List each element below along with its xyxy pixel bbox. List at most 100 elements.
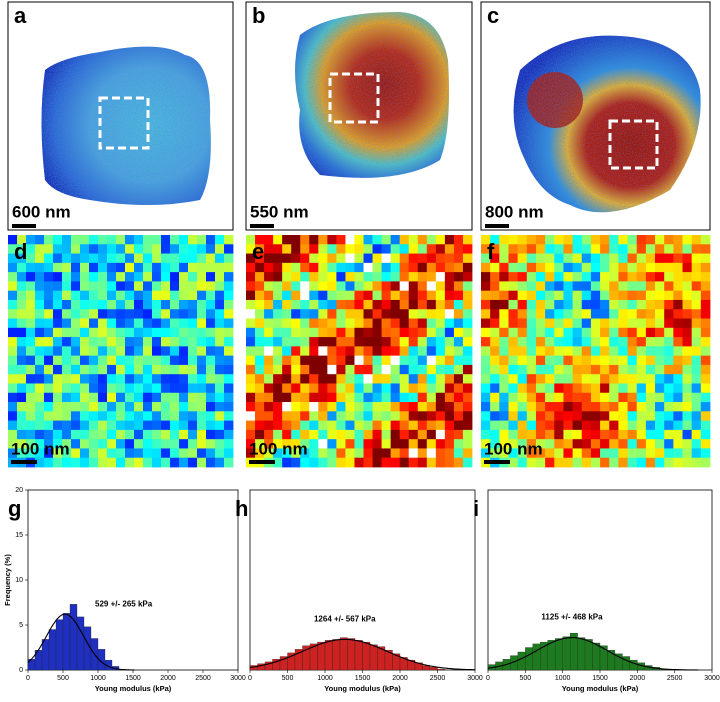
heatmap-cell	[636, 457, 647, 468]
heatmap-cell	[170, 346, 180, 357]
heatmap-cell	[508, 253, 519, 264]
heatmap-cell	[44, 337, 54, 347]
heatmap-cell	[300, 309, 310, 319]
heatmap-cell	[535, 402, 546, 412]
heatmap-cell	[188, 346, 198, 357]
heatmap-cell	[655, 235, 665, 245]
heatmap-cell	[600, 439, 610, 449]
heatmap-cell	[273, 327, 283, 338]
scale-bar-label: 100 nm	[11, 439, 70, 458]
heatmap-cell	[71, 235, 81, 245]
heatmap-cell	[390, 374, 401, 384]
heatmap-cell	[645, 290, 656, 301]
heatmap-cell	[345, 318, 355, 329]
heatmap-cell	[264, 318, 274, 329]
heatmap-cell	[291, 272, 301, 282]
heatmap-cell	[345, 402, 355, 412]
heatmap-cell	[215, 272, 225, 282]
heatmap-cell	[664, 290, 674, 301]
heatmap-cell	[98, 383, 108, 394]
heatmap-cell	[152, 244, 162, 254]
heatmap-cell	[8, 337, 18, 347]
heatmap-cell	[462, 457, 473, 468]
heatmap-cell	[152, 402, 162, 412]
heatmap-cell	[134, 429, 144, 440]
heatmap-cell	[44, 392, 54, 403]
heatmap-cell	[107, 337, 117, 347]
heatmap-cell	[53, 420, 63, 431]
heatmap-cell	[381, 253, 392, 264]
heatmap-cell	[170, 364, 180, 375]
heatmap-cell	[554, 383, 564, 394]
heatmap-cell	[152, 355, 162, 366]
heatmap-cell	[62, 420, 72, 431]
heatmap-cell	[636, 318, 647, 329]
heatmap-cell	[609, 299, 619, 310]
heatmap-cell	[499, 244, 509, 254]
heatmap-cell	[224, 235, 234, 245]
heatmap-cell	[309, 318, 319, 329]
heatmap-cell	[545, 392, 555, 403]
heatmap-cell	[116, 327, 126, 338]
heatmap-cell	[188, 420, 198, 431]
heatmap-cell	[664, 262, 674, 273]
heatmap-cell	[545, 429, 555, 440]
heatmap-cell	[618, 309, 628, 319]
heatmap-cell	[354, 262, 364, 273]
heatmap-cell	[655, 439, 665, 449]
heatmap-cell	[35, 290, 45, 301]
heatmap-cell	[535, 392, 546, 403]
heatmap-cell	[408, 429, 419, 440]
heatmap-cell	[517, 429, 528, 440]
heatmap-cell	[655, 272, 665, 282]
heatmap-cell	[152, 383, 162, 394]
x-tick-label: 3000	[230, 675, 246, 682]
heatmap-cell	[26, 346, 36, 357]
heatmap-cell	[80, 272, 90, 282]
heatmap-cell	[535, 281, 546, 292]
heatmap-cell	[71, 355, 81, 366]
heatmap-cell	[554, 235, 564, 245]
heatmap-cell	[435, 448, 446, 459]
heatmap-cell	[581, 346, 592, 357]
heatmap-cell	[381, 355, 392, 366]
heatmap-cell	[363, 448, 373, 459]
heatmap-cell	[664, 439, 674, 449]
heatmap-cell	[535, 374, 546, 384]
heatmap-cell	[345, 337, 355, 347]
heatmap-cell	[590, 392, 601, 403]
heatmap-cell	[590, 411, 601, 421]
heatmap-cell	[590, 420, 601, 431]
heatmap-cell	[44, 429, 54, 440]
heatmap-cell	[125, 318, 135, 329]
heatmap-cell	[17, 281, 27, 292]
heatmap-cell	[581, 392, 592, 403]
heatmap-cell	[408, 392, 419, 403]
heatmap-cell	[215, 429, 225, 440]
heatmap-cell	[107, 429, 117, 440]
heatmap-cell	[700, 262, 711, 273]
heatmap-cell	[44, 448, 54, 459]
heatmap-cell	[545, 281, 555, 292]
heatmap-cell	[179, 355, 189, 366]
heatmap-cell	[636, 392, 647, 403]
heatmap-cell	[134, 439, 144, 449]
heatmap-cell	[107, 235, 117, 245]
heatmap-cell	[435, 299, 446, 310]
heatmap-cell	[481, 244, 491, 254]
heatmap-cell	[554, 318, 564, 329]
heatmap-cell	[107, 272, 117, 282]
heatmap-cell	[26, 262, 36, 273]
heatmap-cell	[215, 392, 225, 403]
heatmap-cell	[655, 290, 665, 301]
heatmap-cell	[645, 327, 656, 338]
heatmap-cell	[508, 337, 519, 347]
heatmap-cell	[291, 346, 301, 357]
heatmap-cell	[354, 374, 364, 384]
heatmap-cell	[508, 327, 519, 338]
heatmap-cell	[125, 383, 135, 394]
heatmap-cell	[264, 364, 274, 375]
heatmap-cell	[481, 383, 491, 394]
heatmap-cell	[590, 346, 601, 357]
heatmap-cell	[572, 309, 583, 319]
